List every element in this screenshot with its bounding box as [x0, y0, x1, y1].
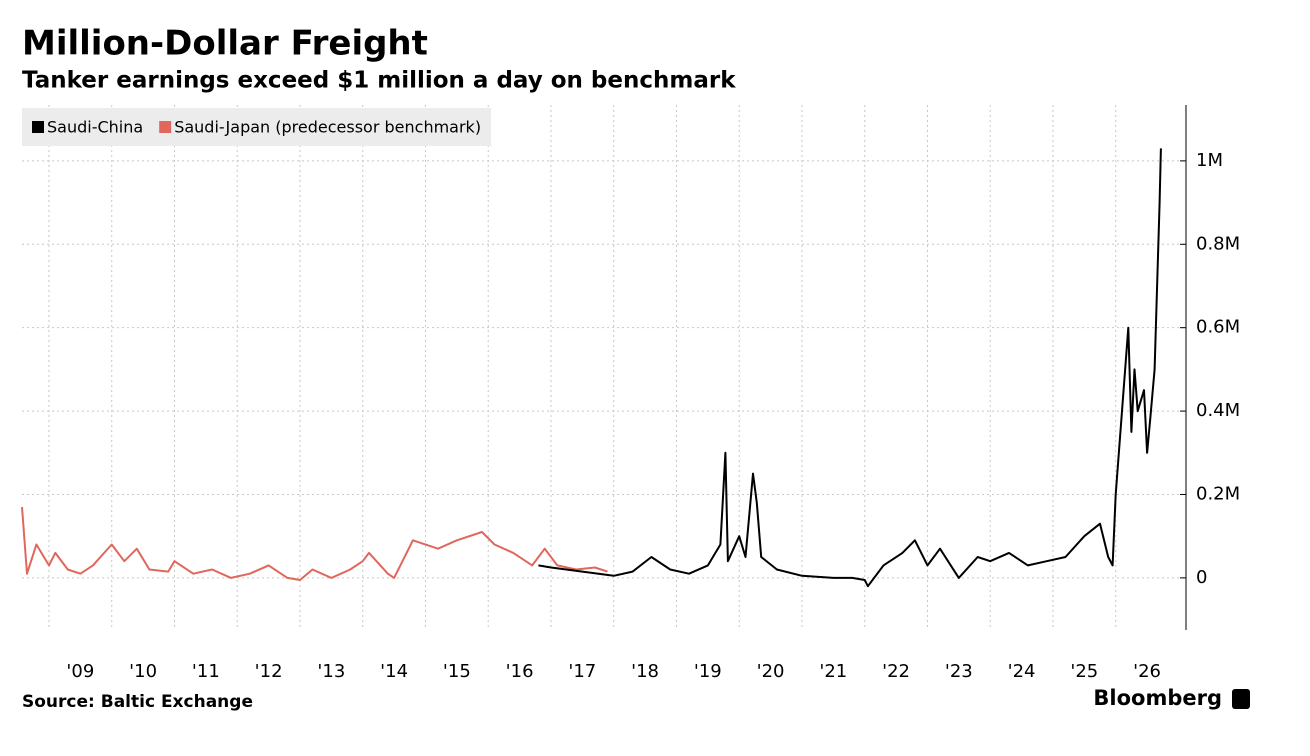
series-line: [21, 506, 608, 581]
x-tick-label: '26: [1133, 661, 1161, 682]
y-tick-label: 0.6M: [1196, 317, 1240, 338]
legend-swatch: [32, 121, 44, 133]
legend: Saudi-China Saudi-Japan (predecessor benc…: [22, 108, 492, 146]
x-tick-label: '16: [506, 661, 534, 682]
legend-swatch: [159, 121, 172, 133]
x-tick-label: '24: [1008, 661, 1036, 682]
x-tick-label: '25: [1070, 661, 1098, 682]
y-tick-label: 0: [1196, 567, 1207, 588]
y-tick-label: 0.4M: [1196, 400, 1240, 421]
x-tick-label: '21: [819, 661, 847, 682]
x-tick-label: '14: [380, 661, 408, 682]
brand-icon: [1232, 689, 1250, 709]
x-tick-label: '18: [631, 661, 659, 682]
x-tick-label: '10: [129, 661, 157, 682]
brand: Bloomberg: [1093, 686, 1222, 710]
source: Source: Baltic Exchange: [22, 692, 253, 712]
chart-subtitle: Tanker earnings exceed $1 million a day …: [22, 68, 736, 94]
y-tick-label: 1M: [1196, 150, 1223, 171]
x-tick-label: '23: [945, 661, 973, 682]
x-tick-label: '22: [882, 661, 910, 682]
legend-label: Saudi-China: [47, 118, 143, 137]
chart-title: Million-Dollar Freight: [22, 24, 428, 64]
x-tick-label: '13: [317, 661, 345, 682]
x-tick-label: '19: [694, 661, 722, 682]
y-tick-label: 0.2M: [1196, 483, 1240, 504]
series-line: [538, 148, 1162, 588]
x-tick-label: '12: [255, 661, 283, 682]
x-tick-label: '15: [443, 661, 471, 682]
x-tick-label: '09: [66, 661, 94, 682]
x-tick-label: '17: [568, 661, 596, 682]
x-tick-label: '11: [192, 661, 220, 682]
legend-label: Saudi-Japan (predecessor benchmark): [174, 118, 481, 137]
y-tick-label: 0.8M: [1196, 233, 1240, 254]
x-tick-label: '20: [757, 661, 785, 682]
legend-background: [22, 108, 492, 146]
